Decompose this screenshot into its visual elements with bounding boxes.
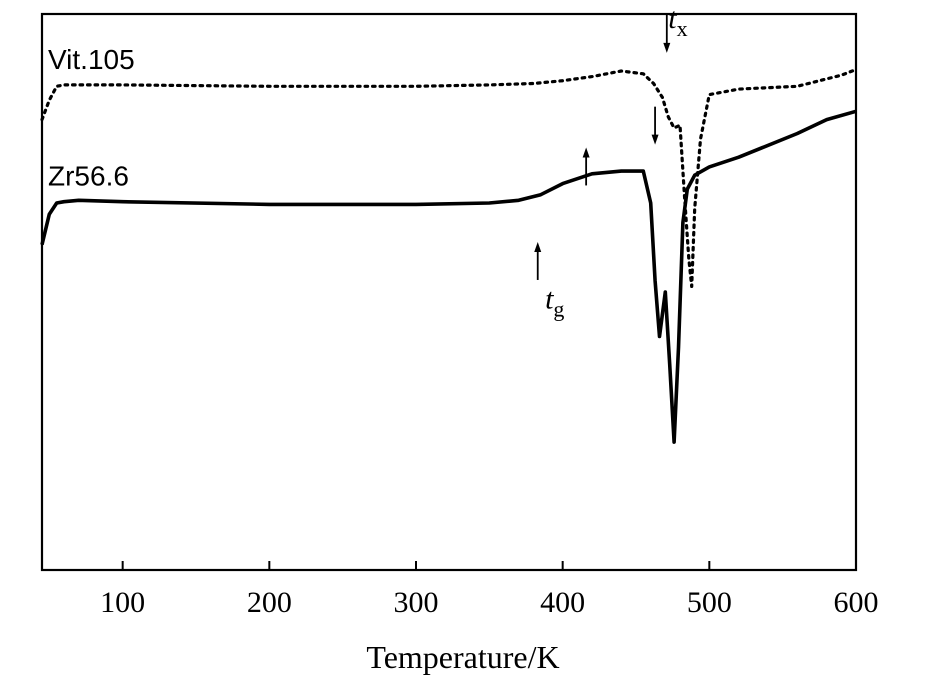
x-tick-label: 300 bbox=[394, 586, 439, 619]
x-axis-title: Temperature/K bbox=[366, 639, 559, 675]
x-axis-ticks: 100 200 300 400 500 600 bbox=[100, 561, 879, 619]
series-group bbox=[40, 68, 858, 444]
arrow-up-0 bbox=[582, 147, 590, 186]
annotation-g: tg bbox=[545, 283, 564, 322]
x-tick-label: 600 bbox=[834, 586, 879, 619]
x-tick-label: 100 bbox=[100, 586, 145, 619]
labels: Vit.105 Zr56.6 tx tg bbox=[48, 2, 688, 322]
x-tick-label: 400 bbox=[540, 586, 585, 619]
x-tick-label: 200 bbox=[247, 586, 292, 619]
arrow-down-2 bbox=[651, 106, 659, 145]
series-line-0 bbox=[40, 68, 858, 288]
plot-frame bbox=[40, 12, 858, 572]
series-label-0: Vit.105 bbox=[48, 44, 135, 75]
annotation-x: tx bbox=[668, 2, 687, 41]
series-label-1: Zr56.6 bbox=[48, 161, 129, 192]
arrow-up-3 bbox=[534, 241, 542, 280]
arrow-down-1 bbox=[663, 14, 671, 53]
arrow-markers bbox=[534, 14, 671, 280]
x-tick-label: 500 bbox=[687, 586, 732, 619]
series-line-1 bbox=[40, 109, 857, 444]
